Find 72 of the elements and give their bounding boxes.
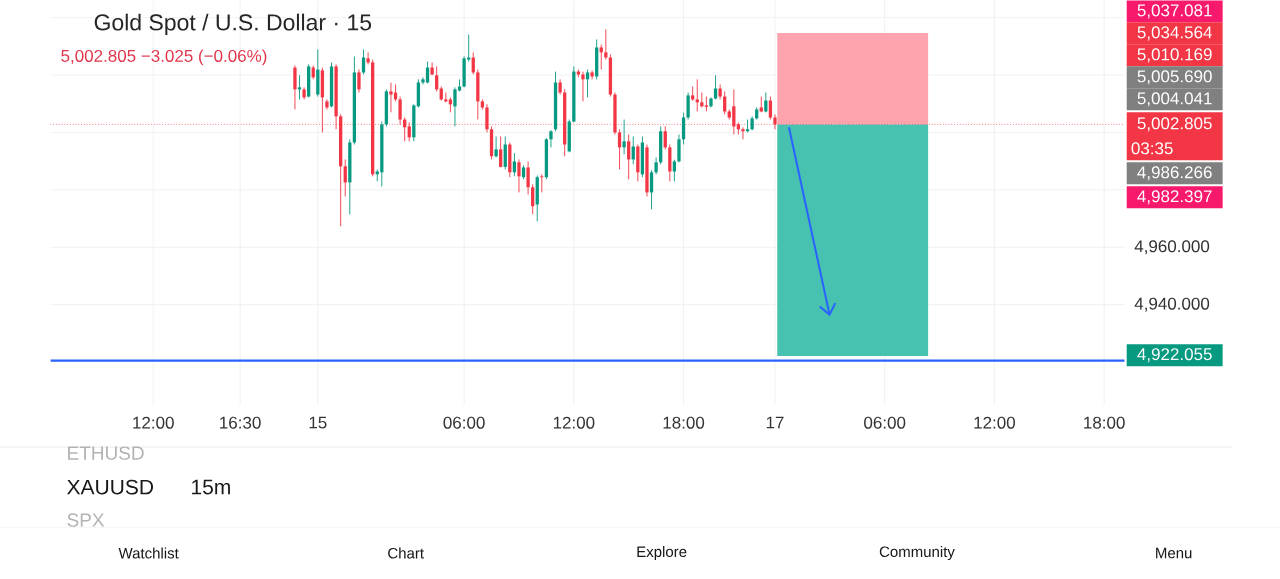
- ref-line-label: 5,002.805: [1137, 117, 1212, 132]
- x-tick-label: 17: [766, 416, 784, 429]
- text: Menu: [1156, 547, 1192, 559]
- candlestick: [649, 169, 654, 210]
- candlestick: [604, 28, 608, 60]
- candlestick: [512, 152, 517, 177]
- candlestick: [617, 128, 622, 170]
- candlestick: [718, 84, 722, 100]
- candlestick: [622, 119, 626, 155]
- candlestick: [494, 135, 498, 158]
- text: Watchlist: [118, 547, 179, 559]
- candlestick: [531, 183, 535, 215]
- text: 4,982.397: [1137, 190, 1212, 205]
- candlestick: [631, 135, 635, 165]
- candlestick: [549, 129, 553, 148]
- x-tick-label: 16:30: [220, 416, 261, 429]
- candlestick: [540, 173, 544, 193]
- candlestick: [677, 133, 681, 163]
- text: Community: [879, 546, 955, 561]
- candlestick: [389, 82, 393, 113]
- x-tick-label: 12:00: [974, 416, 1016, 429]
- candlestick: [585, 69, 590, 98]
- x-tick-label: 18:00: [663, 416, 705, 429]
- text: 15m: [192, 479, 230, 495]
- candlestick: [654, 156, 658, 175]
- y-tick-label: 4,960.000: [1134, 240, 1210, 255]
- candlestick: [768, 96, 773, 120]
- candlestick: [517, 158, 521, 193]
- candlestick: [357, 69, 361, 93]
- candlestick: [599, 44, 603, 70]
- candlestick: [499, 135, 503, 168]
- candlestick: [503, 135, 507, 170]
- candlestick: [526, 160, 530, 195]
- x-tick-label: 12:00: [133, 416, 174, 429]
- text: 5,037.081: [1137, 4, 1212, 19]
- candlestick: [663, 125, 667, 150]
- candlestick: [713, 74, 718, 100]
- candlestick: [453, 86, 457, 127]
- candlestick: [627, 133, 631, 180]
- text: SPX: [67, 513, 105, 527]
- text: XAUUSD: [67, 479, 154, 495]
- candlestick: [704, 96, 709, 112]
- candlestick: [343, 158, 347, 197]
- text: Chart: [388, 547, 424, 559]
- candlestick: [590, 69, 594, 80]
- x-tick-label: 12:00: [553, 416, 595, 429]
- text: Explore: [637, 546, 687, 561]
- candlestick: [686, 92, 690, 120]
- text: 4,986.266: [1137, 166, 1212, 181]
- x-tick-label: 06:00: [443, 416, 485, 429]
- candlestick: [741, 126, 745, 140]
- y-tick-label: 4,940.000: [1134, 297, 1210, 312]
- candlestick: [695, 78, 699, 112]
- text: ETHUSD: [68, 446, 144, 460]
- x-tick-label: 15: [309, 416, 327, 429]
- text: 5,010.169: [1137, 48, 1212, 63]
- candlestick: [435, 65, 439, 92]
- text: 03:35: [1131, 142, 1173, 155]
- candlestick: [366, 51, 370, 65]
- candlestick: [672, 159, 677, 182]
- candlestick: [293, 65, 297, 110]
- text: 4,922.055: [1137, 348, 1212, 363]
- text: 5,004.041: [1137, 92, 1212, 107]
- text: 5,034.564: [1137, 26, 1212, 41]
- text: Gold Spot / U.S. Dollar · 15: [94, 13, 372, 36]
- candlestick: [430, 61, 434, 76]
- candlestick: [416, 78, 421, 108]
- candlestick: [581, 71, 585, 102]
- x-tick-label: 18:00: [1084, 416, 1125, 429]
- text: 5,005.690: [1137, 70, 1212, 85]
- text: 5,002.805 −3.025 (−0.06%): [61, 49, 267, 66]
- x-tick-label: 06:00: [864, 416, 906, 429]
